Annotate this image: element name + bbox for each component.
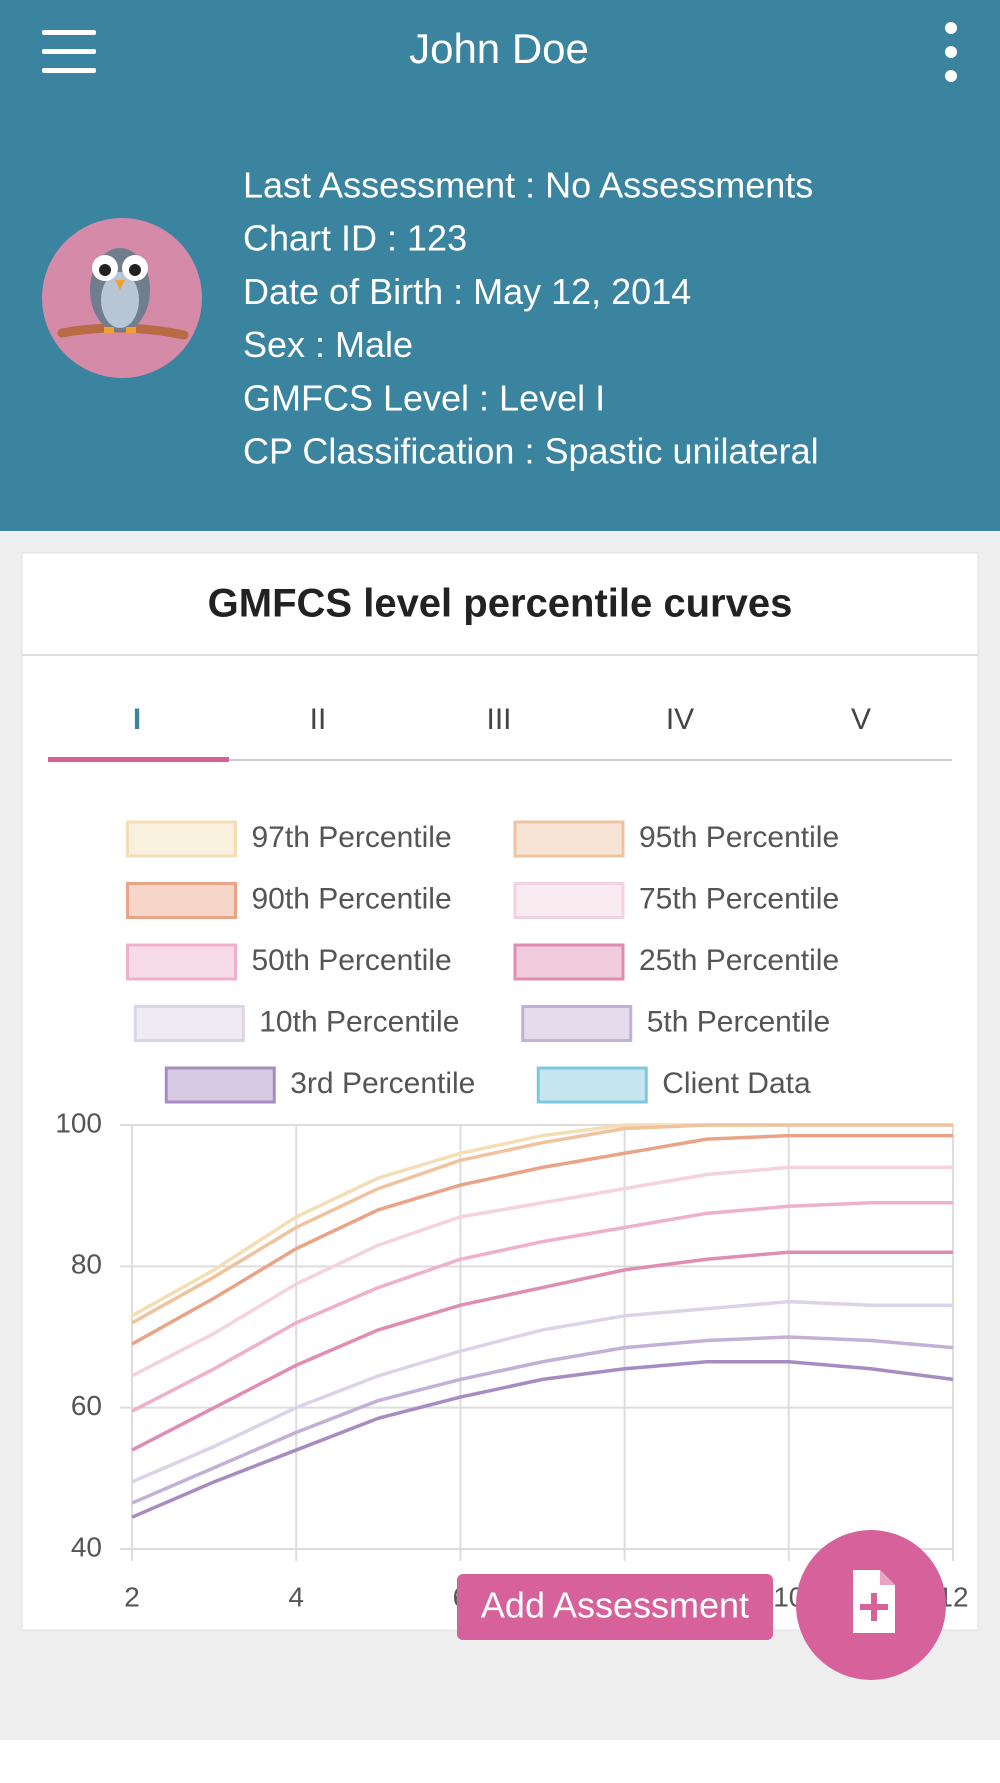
legend-label: 3rd Percentile xyxy=(290,1067,475,1100)
button-label: Add Assessment xyxy=(481,1585,749,1626)
series-line xyxy=(131,1359,954,1519)
legend-label: 97th Percentile xyxy=(252,821,452,854)
legend-label: 5th Percentile xyxy=(647,1005,830,1038)
profile-line: Last Assessment : No Assessments xyxy=(243,165,813,206)
tab-indicator xyxy=(48,757,229,762)
legend-label: 50th Percentile xyxy=(252,944,452,977)
legend-label: 25th Percentile xyxy=(639,944,839,977)
legend-swatch xyxy=(133,1005,245,1042)
series-line xyxy=(131,1123,953,1325)
profile-line: Sex : Male xyxy=(243,324,413,365)
more-icon[interactable] xyxy=(945,22,957,82)
y-tick-label: 40 xyxy=(71,1531,102,1562)
legend-swatch xyxy=(521,1005,633,1042)
header-title: John Doe xyxy=(409,25,589,72)
profile-line: Date of Birth : May 12, 2014 xyxy=(243,271,691,312)
profile-line: CP Classification : Spastic unilateral xyxy=(243,431,819,472)
legend-label: 75th Percentile xyxy=(639,882,839,915)
tab[interactable]: III xyxy=(486,703,511,736)
avatar xyxy=(42,218,202,378)
profile-line: GMFCS Level : Level I xyxy=(243,377,605,418)
series-line xyxy=(131,1335,954,1505)
x-tick-label: 2 xyxy=(124,1581,140,1612)
series-line xyxy=(131,1299,953,1484)
series-line xyxy=(131,1165,953,1378)
legend-swatch xyxy=(513,882,625,919)
legend-label: 90th Percentile xyxy=(252,882,452,915)
fab[interactable] xyxy=(796,1530,946,1680)
series-line xyxy=(131,1133,953,1346)
legend-swatch xyxy=(126,943,237,981)
legend-label: Client Data xyxy=(662,1067,811,1100)
legend-swatch xyxy=(536,1066,648,1104)
menu-icon[interactable] xyxy=(42,30,96,73)
legend-label: 95th Percentile xyxy=(639,821,839,854)
legend-label: 10th Percentile xyxy=(259,1005,459,1038)
legend-swatch xyxy=(126,882,237,919)
legend-swatch xyxy=(513,820,625,858)
card-title: GMFCS level percentile curves xyxy=(208,582,793,626)
tab[interactable]: IV xyxy=(666,703,694,736)
tab[interactable]: V xyxy=(851,703,871,736)
legend-swatch xyxy=(126,820,237,858)
tab[interactable]: I xyxy=(133,703,141,736)
profile-line: Chart ID : 123 xyxy=(243,218,467,259)
series-line xyxy=(131,1200,953,1413)
x-tick-label: 4 xyxy=(288,1581,304,1612)
y-tick-label: 60 xyxy=(71,1390,102,1421)
legend-swatch xyxy=(513,943,625,981)
add-assessment-button[interactable] xyxy=(457,1574,773,1640)
series-line xyxy=(131,1250,953,1452)
tab[interactable]: II xyxy=(310,703,327,736)
card xyxy=(21,552,979,1631)
y-tick-label: 100 xyxy=(55,1107,102,1138)
y-tick-label: 80 xyxy=(71,1249,102,1280)
legend-swatch xyxy=(164,1066,276,1104)
